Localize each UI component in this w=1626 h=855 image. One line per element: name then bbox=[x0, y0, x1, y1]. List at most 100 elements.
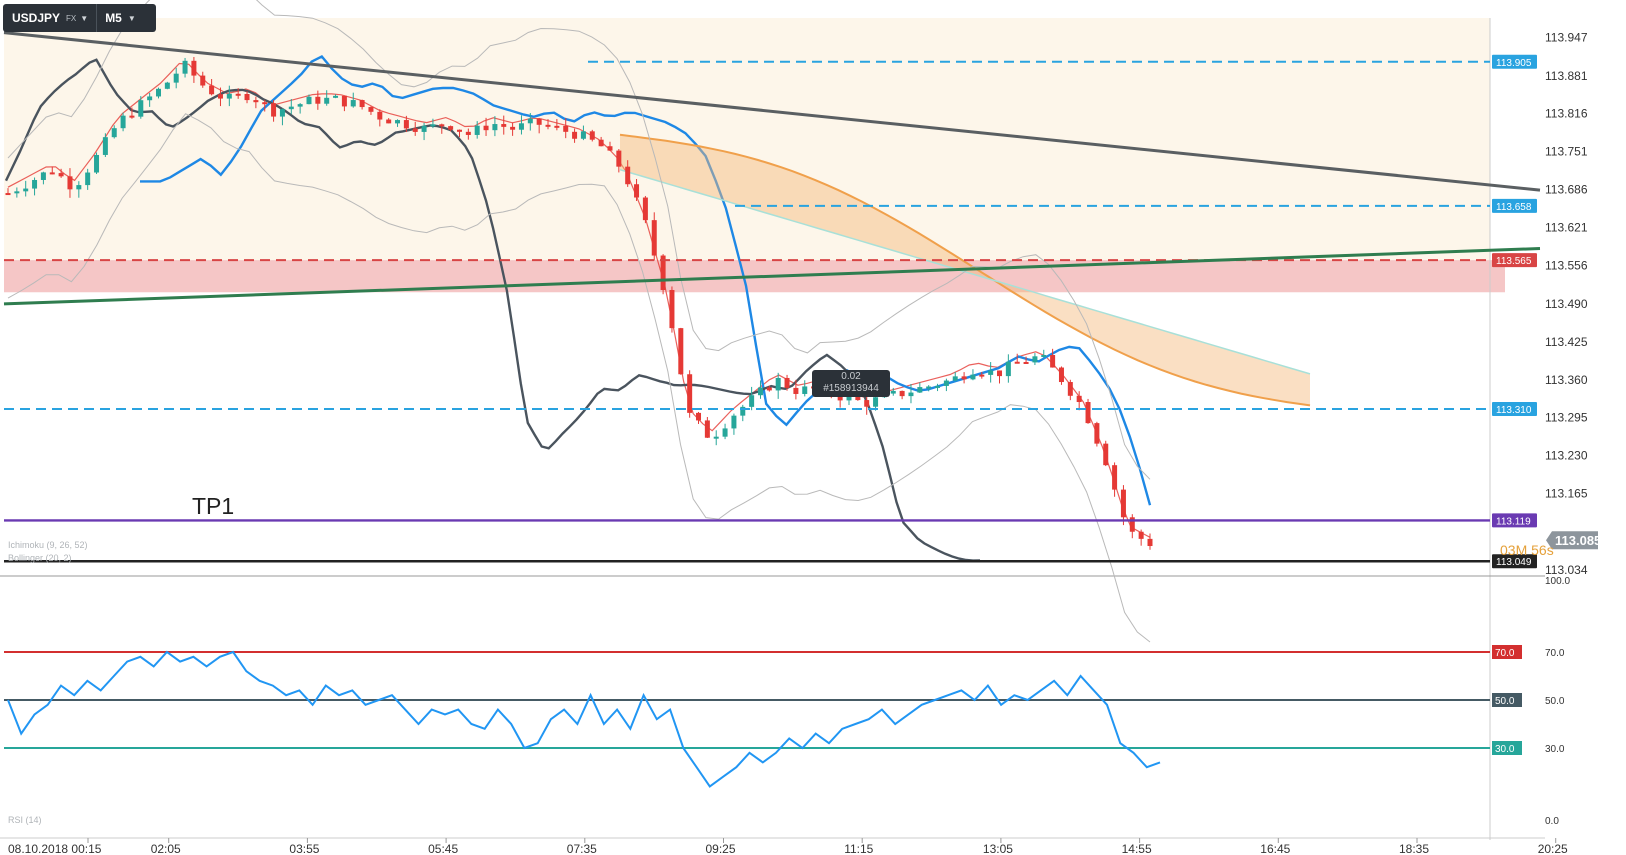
rsi-tick: 70.0 bbox=[1545, 648, 1565, 659]
candle-body bbox=[580, 131, 586, 139]
timeframe-label[interactable]: M5 bbox=[105, 11, 122, 25]
candle-body bbox=[501, 124, 507, 127]
bollinger-legend[interactable]: Bollinger (20, 2) bbox=[8, 553, 72, 563]
candle-body bbox=[1041, 354, 1047, 357]
candle-body bbox=[359, 100, 365, 108]
time-tick: 20:25 bbox=[1538, 842, 1568, 855]
bollinger-overlay bbox=[7, 0, 1151, 643]
candle-body bbox=[935, 385, 941, 388]
candle-body bbox=[1120, 489, 1126, 518]
candle-body bbox=[341, 95, 347, 107]
price-tick: 113.686 bbox=[1545, 183, 1588, 197]
candle-body bbox=[961, 376, 967, 380]
candle-body bbox=[1076, 395, 1082, 403]
timeframe-chevron-icon[interactable]: ▼ bbox=[127, 13, 136, 23]
time-tick: 07:35 bbox=[567, 842, 597, 855]
candle-body bbox=[873, 397, 879, 407]
candle-body bbox=[492, 124, 498, 131]
candle-body bbox=[1032, 356, 1038, 363]
candle-body bbox=[793, 387, 799, 394]
candle-body bbox=[483, 125, 489, 131]
candle-body bbox=[890, 390, 896, 394]
rsi-line bbox=[7, 650, 1161, 788]
candle-countdown: 03M 56s bbox=[1500, 542, 1554, 558]
price-tag-text: 113.310 bbox=[1496, 405, 1532, 416]
order-volume: 0.02 bbox=[841, 371, 861, 382]
candle-body bbox=[297, 104, 303, 107]
candle-body bbox=[766, 387, 772, 391]
candle-body bbox=[182, 60, 188, 74]
price-tick: 113.360 bbox=[1545, 373, 1588, 387]
candle-body bbox=[430, 124, 436, 127]
candle-body bbox=[155, 88, 161, 97]
candle-body bbox=[518, 123, 524, 130]
candle-body bbox=[952, 376, 958, 381]
candle-body bbox=[660, 255, 666, 290]
candle-body bbox=[997, 370, 1003, 377]
toolbar-divider bbox=[96, 4, 98, 32]
candle-body bbox=[324, 97, 330, 104]
candle-body bbox=[1129, 517, 1135, 532]
candle-body bbox=[527, 118, 533, 124]
candle-body bbox=[943, 380, 949, 386]
candle-body bbox=[403, 120, 409, 129]
candle-body bbox=[713, 436, 719, 439]
candle-body bbox=[1058, 367, 1064, 383]
time-axis: 08.10.2018 00:15 02:05 03:55 05:45 07:35 09:2… bbox=[8, 838, 1568, 855]
price-tick: 113.490 bbox=[1545, 297, 1588, 311]
current-price-text: 113.085 bbox=[1555, 533, 1601, 548]
rsi-tick: 0.0 bbox=[1545, 816, 1559, 827]
symbol-label[interactable]: USDJPY bbox=[12, 11, 61, 25]
candle-body bbox=[412, 128, 418, 132]
time-tick: 13:05 bbox=[983, 842, 1013, 855]
market-label: FX bbox=[66, 13, 77, 23]
price-tag-113.658 bbox=[1492, 198, 1537, 213]
rsi-level-tag bbox=[1492, 693, 1522, 707]
candle-body bbox=[253, 100, 259, 103]
candle-body bbox=[642, 197, 648, 221]
candle-body bbox=[76, 185, 82, 190]
candle-body bbox=[1103, 443, 1109, 466]
candle-body bbox=[474, 125, 480, 135]
candle-body bbox=[510, 126, 516, 130]
bollinger-upper bbox=[7, 0, 1151, 480]
candle-body bbox=[421, 125, 427, 132]
candle-body bbox=[846, 396, 852, 401]
candle-body bbox=[988, 370, 994, 375]
candle-body bbox=[315, 96, 321, 104]
time-tick: 03:55 bbox=[289, 842, 319, 855]
candle-body bbox=[589, 131, 595, 140]
candle-body bbox=[572, 131, 578, 139]
candle-body bbox=[191, 60, 197, 76]
candle-body bbox=[288, 106, 294, 110]
candle-body bbox=[279, 109, 285, 117]
price-tag-113.119 bbox=[1492, 513, 1537, 528]
candle-body bbox=[722, 428, 728, 437]
price-tag-text: 113.119 bbox=[1496, 516, 1531, 527]
tenkan-line bbox=[7, 62, 1151, 538]
symbol-toolbar[interactable]: USDJPY FX ▼ M5 ▼ bbox=[3, 4, 156, 32]
rsi-legend[interactable]: RSI (14) bbox=[8, 815, 42, 825]
time-tick: 02:05 bbox=[151, 842, 181, 855]
price-tick: 113.165 bbox=[1545, 487, 1588, 501]
chevron-down-icon[interactable]: ▼ bbox=[80, 13, 89, 23]
candle-body bbox=[49, 172, 55, 175]
candle-body bbox=[899, 390, 905, 397]
candle-body bbox=[173, 73, 179, 83]
ichimoku-legend[interactable]: Ichimoku (9, 26, 52) bbox=[8, 540, 88, 550]
time-tick: 18:35 bbox=[1399, 842, 1429, 855]
candle-body bbox=[1014, 361, 1020, 364]
price-tag-text: 113.905 bbox=[1496, 58, 1532, 69]
order-id: #158913944 bbox=[823, 383, 879, 394]
candle-body bbox=[164, 82, 170, 89]
rsi-level-text: 50.0 bbox=[1495, 696, 1515, 707]
rsi-panel: 70.0 50.0 30.0 100.0 70.0 50.0 30.0 0.0 bbox=[4, 576, 1570, 827]
trendlines bbox=[3, 31, 1541, 306]
candle-body bbox=[120, 115, 126, 129]
candle-body bbox=[669, 289, 675, 329]
open-order-marker[interactable]: 0.02 #158913944 bbox=[812, 370, 890, 397]
candle-body bbox=[244, 93, 250, 101]
candle-body bbox=[926, 386, 932, 389]
candle-body bbox=[687, 374, 693, 413]
